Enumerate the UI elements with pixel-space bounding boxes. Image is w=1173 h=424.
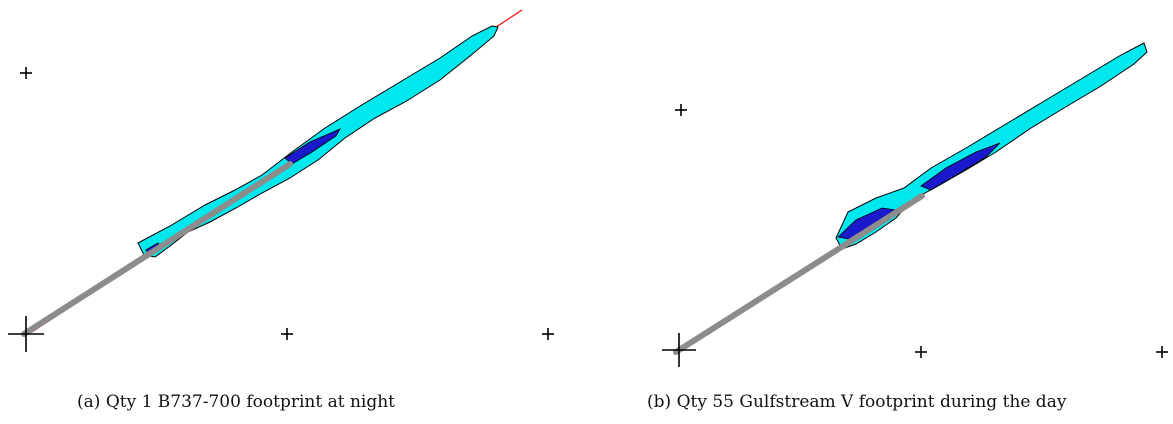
caption-text: Qty 55 Gulfstream V footprint during the… (676, 392, 1067, 412)
origin-marker (662, 333, 696, 367)
inner-noise-contour (920, 142, 1001, 191)
ground-track-line (673, 193, 925, 355)
origin-marker (8, 316, 44, 352)
reference-marker (915, 346, 927, 358)
caption: (b) Qty 55 Gulfstream V footprint during… (647, 392, 1066, 412)
reference-marker (281, 328, 293, 340)
caption-label: (a) (77, 392, 101, 412)
panel-b: (b) Qty 55 Gulfstream V footprint during… (586, 0, 1173, 424)
panel-b-plot (662, 42, 1168, 367)
caption-label: (b) (647, 392, 672, 412)
reference-marker (675, 104, 687, 116)
panel-a-plot (8, 9, 554, 352)
reference-marker (1156, 346, 1168, 358)
reference-marker (20, 67, 32, 79)
ground-track-line (21, 161, 293, 337)
panel-a: (a) Qty 1 B737-700 footprint at night (0, 0, 586, 424)
caption: (a) Qty 1 B737-700 footprint at night (77, 392, 395, 412)
caption-text: Qty 1 B737-700 footprint at night (105, 392, 395, 412)
reference-marker (542, 328, 554, 340)
